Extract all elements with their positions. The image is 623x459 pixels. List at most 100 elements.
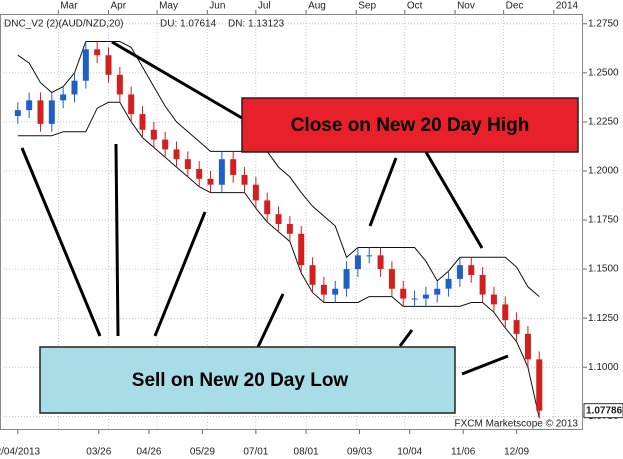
x-tick-label: 08/01 bbox=[294, 447, 319, 458]
y-tick-label: 1.2000 bbox=[588, 166, 619, 177]
candle-body bbox=[536, 359, 543, 411]
candle-body bbox=[230, 159, 237, 175]
candle-body bbox=[400, 288, 407, 299]
candle-body bbox=[37, 100, 44, 124]
legend-du: DU: 1.07614 bbox=[160, 19, 217, 30]
x-top-tick-label: Dec bbox=[506, 1, 524, 12]
candle-body bbox=[377, 255, 384, 270]
arrow bbox=[424, 151, 484, 249]
marks bbox=[14, 41, 543, 419]
candle-body bbox=[14, 110, 21, 117]
x-top-tick-label: Nov bbox=[457, 1, 475, 12]
candle-body bbox=[128, 94, 135, 115]
candle-body bbox=[173, 149, 180, 160]
high-box bbox=[241, 97, 579, 153]
x-top-tick-label: Apr bbox=[111, 1, 127, 12]
x-tick-label: 09/03 bbox=[347, 447, 372, 458]
x-top-tick-label: Sep bbox=[358, 1, 376, 12]
candle-body bbox=[150, 129, 157, 140]
x-tick-label: 03/26 bbox=[86, 447, 111, 458]
candle-body bbox=[264, 200, 271, 215]
candle-body bbox=[116, 74, 123, 95]
candle-body bbox=[502, 304, 509, 321]
candle-body bbox=[434, 288, 441, 295]
legend-name: DNC_V2 (2)(AUD/NZD,20) bbox=[4, 19, 123, 30]
candle-body bbox=[388, 269, 395, 289]
last-price-label: 1.07786 bbox=[586, 405, 623, 416]
candle-body bbox=[139, 114, 146, 130]
candle-body bbox=[218, 159, 225, 185]
x-top-tick-label: Aug bbox=[308, 1, 326, 12]
x-top-tick-label: 2014 bbox=[556, 1, 579, 12]
candle-body bbox=[513, 320, 520, 334]
candle-body bbox=[309, 265, 316, 285]
channel-line bbox=[17, 41, 540, 297]
arrow bbox=[368, 157, 398, 227]
candle-body bbox=[456, 265, 463, 279]
x-top-tick-label: Oct bbox=[407, 1, 423, 12]
candle-body bbox=[354, 255, 361, 270]
x-tick-label: 2/04/2013 bbox=[0, 447, 40, 458]
watermark: FXCM Marketscope © 2013 bbox=[454, 419, 578, 430]
candle-body bbox=[366, 255, 373, 257]
x-top-tick-label: Jun bbox=[209, 1, 225, 12]
candle-body bbox=[343, 269, 350, 289]
candle-body bbox=[490, 294, 497, 305]
x-tick-label: 12/09 bbox=[504, 447, 529, 458]
candle-body bbox=[184, 159, 191, 170]
candle-body bbox=[468, 265, 475, 275]
candle-body bbox=[411, 298, 418, 300]
candle-body bbox=[524, 333, 531, 360]
x-top-tick-label: Mar bbox=[60, 1, 78, 12]
legend-dn: DN: 1.13123 bbox=[228, 19, 285, 30]
arrow bbox=[461, 354, 509, 376]
x-top-tick-label: Jul bbox=[258, 1, 271, 12]
y-tick-label: 1.1500 bbox=[588, 264, 619, 275]
candle-body bbox=[162, 139, 169, 150]
y-tick-label: 1.2250 bbox=[588, 117, 619, 128]
candle-body bbox=[82, 49, 89, 81]
candle-body bbox=[479, 274, 486, 295]
x-tick-label: 11/06 bbox=[451, 447, 476, 458]
y-tick-label: 1.1000 bbox=[588, 362, 619, 373]
x-top-tick-label: May bbox=[159, 1, 178, 12]
y-tick-label: 1.2750 bbox=[588, 18, 619, 29]
x-tick-label: 07/01 bbox=[243, 447, 268, 458]
arrow bbox=[256, 293, 285, 348]
y-tick-label: 1.1750 bbox=[588, 215, 619, 226]
candle-body bbox=[241, 174, 248, 185]
last-price-box bbox=[583, 403, 623, 419]
arrow bbox=[114, 143, 120, 337]
y-tick-label: 1.1250 bbox=[588, 313, 619, 324]
candle-body bbox=[422, 294, 429, 299]
candle-body bbox=[105, 55, 112, 75]
candle-body bbox=[60, 94, 67, 101]
annotation-arrows bbox=[20, 40, 509, 376]
candle-body bbox=[196, 169, 203, 179]
candle-body bbox=[275, 214, 282, 224]
arrow bbox=[111, 40, 243, 120]
candle-body bbox=[71, 80, 78, 95]
candle-body bbox=[94, 49, 101, 56]
candle-body bbox=[445, 278, 452, 289]
grid bbox=[0, 14, 583, 430]
candle-body bbox=[286, 223, 293, 234]
candle-body bbox=[320, 284, 327, 295]
candle-body bbox=[48, 100, 55, 124]
candle-body bbox=[207, 178, 214, 185]
y-tick-label: 1.2500 bbox=[588, 68, 619, 79]
low-box bbox=[39, 346, 456, 414]
candle-body bbox=[298, 233, 305, 266]
high-box-text: Close on New 20 Day High bbox=[291, 115, 530, 136]
x-tick-label: 04/26 bbox=[136, 447, 161, 458]
x-tick-label: 05/29 bbox=[190, 447, 215, 458]
candle-body bbox=[252, 184, 259, 201]
arrow bbox=[153, 211, 207, 337]
candle-body bbox=[332, 288, 339, 295]
low-box-text: Sell on New 20 Day Low bbox=[132, 370, 349, 391]
candle-body bbox=[26, 100, 33, 111]
arrow bbox=[398, 329, 414, 347]
arrow bbox=[20, 147, 102, 337]
x-tick-label: 10/04 bbox=[397, 447, 422, 458]
